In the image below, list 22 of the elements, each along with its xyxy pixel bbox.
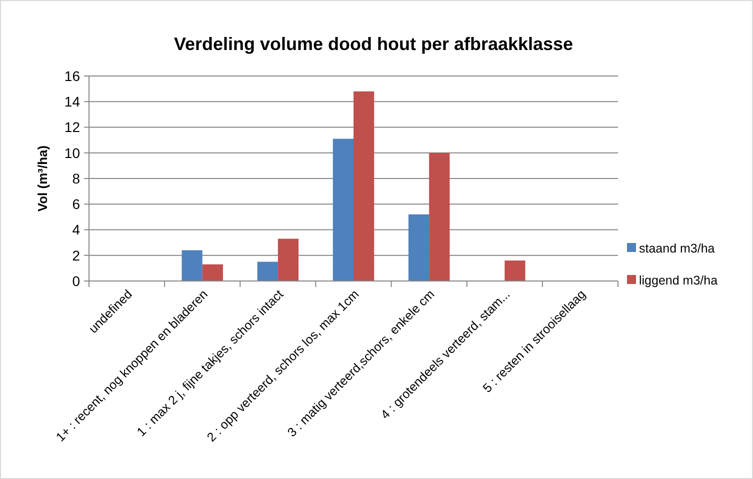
bar <box>504 260 526 281</box>
y-tick-label: 8 <box>72 170 80 186</box>
y-tick-label: 10 <box>64 144 80 161</box>
legend-label: liggend m3/ha <box>639 273 718 288</box>
bar <box>408 214 430 281</box>
bar <box>332 138 354 281</box>
y-tick-label: 0 <box>72 272 80 289</box>
y-axis-title: Vol (m³/ha) <box>35 145 50 212</box>
legend-label: staand m3/ha <box>639 241 715 256</box>
bar <box>354 91 374 281</box>
bar <box>257 262 278 281</box>
bar <box>182 250 202 281</box>
y-tick-label: 6 <box>72 196 80 212</box>
chart-title: Verdeling volume dood hout per afbraakklasse <box>174 34 574 54</box>
y-tick-label: 14 <box>64 94 80 110</box>
bar <box>278 238 299 281</box>
bar <box>429 152 450 281</box>
y-tick-label: 4 <box>72 222 80 238</box>
y-tick-label: 2 <box>72 247 80 264</box>
y-tick-label: 16 <box>64 68 80 84</box>
bar <box>202 264 223 281</box>
y-tick-label: 12 <box>64 119 80 136</box>
